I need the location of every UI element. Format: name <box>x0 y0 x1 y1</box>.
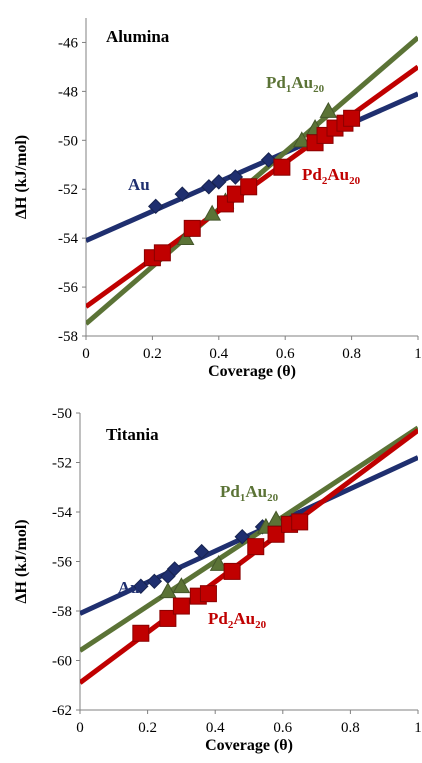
x-tick-label: 0.4 <box>209 346 228 362</box>
x-tick-label: 0.4 <box>206 720 225 736</box>
data-point-au <box>166 561 183 577</box>
x-axis-title: Coverage (θ) <box>205 737 293 754</box>
series-label-pd1au20: Pd1Au20 <box>266 73 325 95</box>
y-axis-title: ΔH (kJ/mol) <box>13 519 30 603</box>
data-point-pd2au20 <box>223 562 241 580</box>
y-tick-label: -52 <box>58 182 78 198</box>
data-point-pd2au20 <box>132 624 150 642</box>
data-point-pd1au20 <box>172 577 191 594</box>
x-tick-label: 0 <box>76 720 84 736</box>
y-tick-label: -54 <box>52 505 72 521</box>
data-point-pd1au20 <box>159 582 177 599</box>
series-label-subscript: 20 <box>255 619 267 631</box>
series-label-text: Pd <box>220 482 240 501</box>
data-point-au <box>193 543 210 560</box>
series-label-text: Pd <box>302 165 322 184</box>
data-point-au <box>174 186 190 202</box>
x-tick-label: 0.2 <box>138 720 157 736</box>
series-label-text: Pd <box>266 73 286 92</box>
y-tick-label: -48 <box>58 84 78 100</box>
data-point-au <box>260 152 277 168</box>
x-tick-label: 0 <box>82 346 90 362</box>
series-label-subscript: 20 <box>313 83 325 95</box>
data-point-pd2au20 <box>199 585 217 603</box>
data-point-pd1au20 <box>203 204 222 221</box>
y-tick-label: -46 <box>58 35 78 51</box>
y-tick-label: -62 <box>52 703 72 719</box>
chart-panel-alumina: -58 -56 -54 -52 -50 -48 -46 0 0.2 0.4 0.6 0.8 1 Cover… <box>13 18 422 380</box>
series-label-subscript: 1 <box>286 83 292 95</box>
data-point-pd1au20 <box>319 101 338 118</box>
data-point-pd2au20 <box>247 538 265 556</box>
fit-line-pd2au20 <box>80 428 418 685</box>
series-label-subscript: 1 <box>240 492 246 504</box>
x-tick-label: 1 <box>414 346 422 362</box>
y-tick-label: -58 <box>58 329 78 345</box>
series-label-au: Au <box>128 175 150 194</box>
y-tick-label: -54 <box>58 231 78 247</box>
y-axis-title: ΔH (kJ/mol) <box>13 135 30 219</box>
x-axis-title: Coverage (θ) <box>208 363 296 380</box>
data-point-pd2au20 <box>267 525 285 543</box>
data-point-au <box>227 169 244 185</box>
y-tick-label: -58 <box>52 604 72 620</box>
series-label-subscript: 2 <box>228 619 234 631</box>
data-point-pd2au20 <box>273 158 291 176</box>
series-label-pd1au20: Pd1Au20 <box>220 482 279 504</box>
data-point-au <box>148 198 164 215</box>
series-label-au: Au <box>118 578 140 597</box>
series-label-text: Au <box>233 609 255 628</box>
series-label-text: Au <box>327 165 349 184</box>
series-label-subscript: 2 <box>322 175 328 187</box>
data-point-au <box>201 179 217 195</box>
fit-line-au <box>86 91 418 243</box>
data-point-pd1au20 <box>176 229 195 246</box>
series-label-pd2au20: Pd2Au20 <box>208 609 267 631</box>
panel-title: Titania <box>106 425 159 444</box>
y-tick-label: -52 <box>52 456 72 472</box>
series-label-text: Au <box>291 73 313 92</box>
series-label-text: Au <box>118 578 140 597</box>
y-tick-label: -50 <box>58 133 78 149</box>
series-label-pd2au20: Pd2Au20 <box>302 165 361 187</box>
data-point-au <box>133 578 149 594</box>
series-label-subscript: 20 <box>267 492 279 504</box>
x-tick-label: 0.6 <box>273 720 292 736</box>
x-tick-label: 0.8 <box>342 346 361 362</box>
x-tick-label: 0.8 <box>341 720 360 736</box>
data-point-pd1au20 <box>292 131 311 148</box>
y-tick-label: -60 <box>52 654 72 670</box>
data-point-pd2au20 <box>343 109 361 127</box>
data-point-pd2au20 <box>183 219 201 237</box>
y-tick-label: -50 <box>52 406 72 422</box>
y-tick-label: -56 <box>58 280 78 296</box>
series-label-text: Pd <box>208 609 228 628</box>
data-point-pd2au20 <box>159 609 177 627</box>
y-tick-label: -56 <box>52 555 72 571</box>
data-point-au <box>146 573 163 590</box>
data-point-au <box>234 529 250 545</box>
data-point-pd2au20 <box>240 178 258 196</box>
chart-panel-titania: -62 -60 -58 -56 -54 -52 -50 0 0.2 0.4 0.6 0.8 1 Cover… <box>13 406 422 754</box>
x-tick-label: 1 <box>414 720 422 736</box>
panel-title: Alumina <box>106 27 170 46</box>
x-tick-label: 0.2 <box>143 346 162 362</box>
series-label-text: Au <box>245 482 267 501</box>
series-label-subscript: 20 <box>349 175 361 187</box>
data-point-pd1au20 <box>209 554 228 571</box>
data-point-pd2au20 <box>153 244 171 262</box>
data-point-pd2au20 <box>291 513 309 531</box>
x-tick-label: 0.6 <box>276 346 295 362</box>
data-point-pd2au20 <box>172 597 190 615</box>
series-label-text: Au <box>128 175 150 194</box>
data-point-au <box>211 174 227 190</box>
